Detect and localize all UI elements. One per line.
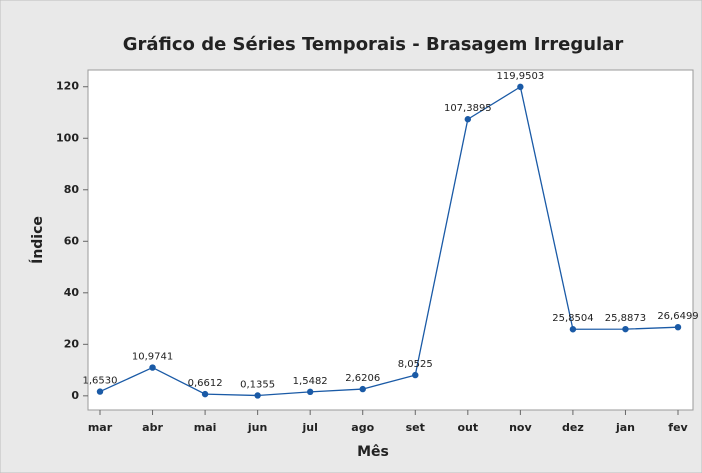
data-point (622, 325, 629, 333)
data-label: 2,6206 (345, 373, 380, 384)
y-tick-label: 100 (56, 131, 79, 144)
data-label: 25,8873 (605, 313, 646, 324)
y-tick-label: 0 (71, 389, 79, 402)
data-point (569, 326, 577, 333)
x-tick-label: jan (615, 421, 635, 434)
data-point (359, 385, 366, 393)
data-point (517, 83, 524, 91)
y-axis-label: Índice (29, 216, 46, 264)
x-tick-label: jun (247, 421, 267, 434)
x-tick-label: abr (142, 421, 163, 434)
data-label: 0,1355 (240, 379, 275, 390)
x-tick-label: out (457, 421, 478, 434)
y-tick-label: 120 (56, 80, 79, 93)
chart-title: Gráfico de Séries Temporais - Brasagem I… (123, 34, 624, 55)
data-label: 107,3895 (444, 103, 492, 114)
data-point (412, 371, 419, 379)
x-tick-label: nov (509, 421, 532, 434)
x-tick-label: mar (88, 421, 113, 434)
data-label: 119,9503 (497, 71, 545, 82)
data-label: 25,8504 (552, 313, 593, 324)
x-tick-label: fev (668, 421, 688, 434)
x-tick-label: set (406, 421, 425, 434)
data-label: 1,5482 (293, 376, 328, 387)
y-tick-label: 40 (64, 286, 80, 299)
plot-area (87, 69, 694, 411)
data-point (306, 388, 314, 396)
data-point (464, 116, 472, 123)
data-point (201, 390, 209, 398)
data-label: 8,0525 (398, 359, 433, 370)
x-tick-label: ago (351, 421, 374, 434)
data-point (674, 323, 682, 331)
data-point (254, 392, 261, 399)
x-tick-label: dez (562, 421, 584, 434)
y-tick-label: 60 (64, 234, 80, 247)
x-tick-label: jul (301, 421, 317, 434)
data-label: 10,9741 (132, 352, 173, 363)
data-point (149, 364, 156, 371)
y-tick-label: 80 (64, 183, 80, 196)
data-point (96, 388, 104, 395)
series-line (99, 85, 679, 397)
y-tick-label: 20 (64, 337, 80, 350)
data-label: 0,6612 (188, 378, 223, 389)
x-tick-label: mai (194, 421, 217, 434)
data-label: 26,6499 (657, 311, 698, 322)
data-label: 1,6530 (83, 376, 118, 387)
x-axis-label: Mês (357, 444, 389, 460)
